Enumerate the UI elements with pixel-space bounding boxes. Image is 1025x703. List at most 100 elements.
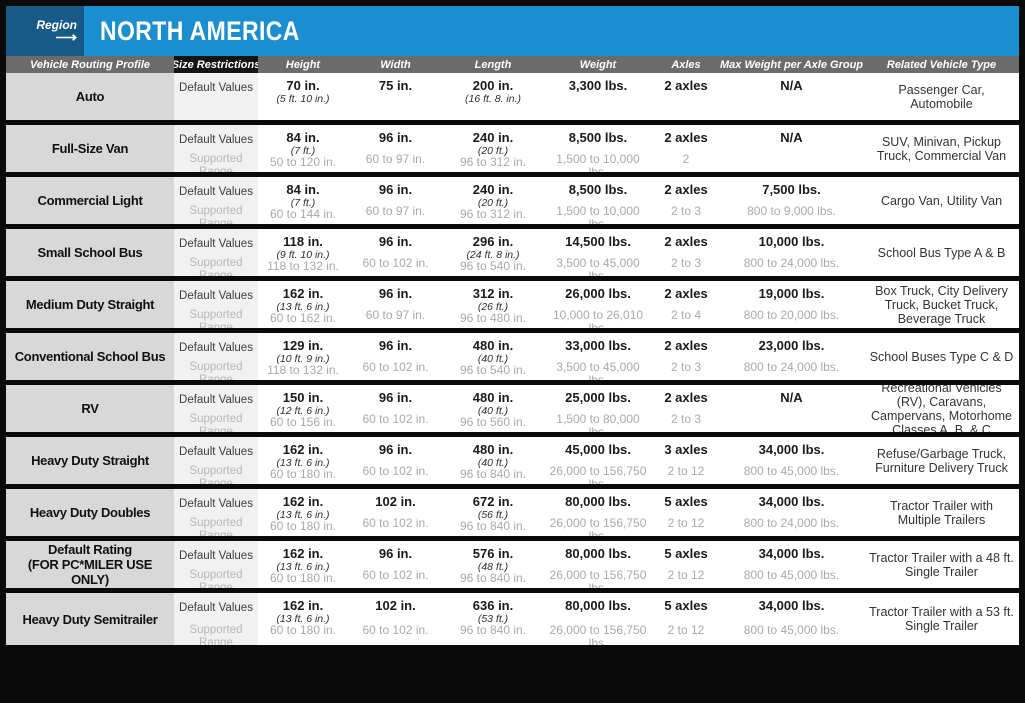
- cell-axles: 2 axles 2 to 3: [653, 385, 719, 432]
- default-height: 118 in. (9 ft. 10 in.): [258, 229, 348, 262]
- default-weight-value: 33,000 lbs.: [565, 338, 631, 353]
- col-header-length: Length: [474, 58, 512, 71]
- default-height-value: 162 in.: [282, 442, 324, 457]
- default-axles-value: 5 axles: [664, 546, 708, 561]
- profile-name: Heavy Duty Straight: [31, 453, 149, 468]
- related-vehicle-type: School Bus Type A & B: [877, 245, 1006, 260]
- profile-name: Default Rating: [48, 542, 132, 557]
- cell-length: 672 in. (56 ft.) 96 to 840 in.: [443, 489, 543, 536]
- cell-width: 96 in. 60 to 97 in.: [348, 177, 443, 224]
- cell-axles: 2 axles 2 to 3: [653, 177, 719, 224]
- col-header-related-vehicle-type: Related Vehicle Type: [886, 58, 997, 71]
- size-restrictions-cell: Default Values Supported Range: [174, 437, 258, 484]
- default-height: 129 in. (10 ft. 9 in.): [258, 333, 348, 366]
- default-weight: 8,500 lbs.: [543, 125, 653, 153]
- supported-axles: 2 to 12: [667, 517, 705, 531]
- profile-name: RV: [81, 401, 99, 416]
- default-axles: 5 axles: [653, 541, 719, 569]
- cell-width: 96 in. 60 to 102 in.: [348, 333, 443, 380]
- supported-range-label: Supported Range: [189, 153, 243, 172]
- default-values-label: Default Values: [179, 290, 253, 302]
- default-length-value: 636 in.: [472, 598, 514, 613]
- table-row: Heavy Duty Semitrailer Default Values Supp…: [6, 593, 1019, 645]
- supported-weight: 10,000 to 26,010 lbs.: [552, 309, 644, 328]
- supported-range-label: Supported Range: [189, 624, 243, 645]
- default-length: 576 in. (48 ft.): [443, 541, 543, 574]
- cell-length: 576 in. (48 ft.) 96 to 840 in.: [443, 541, 543, 588]
- table-row: Heavy Duty Doubles Default Values Supporte…: [6, 489, 1019, 541]
- default-length-value: 480 in.: [472, 442, 514, 457]
- cell-length: 296 in. (24 ft. 8 in.) 96 to 540 in.: [443, 229, 543, 276]
- table-body: Auto Default Values 70 in. (5 ft. 10 in.) 75…: [6, 73, 1019, 645]
- default-height-note: (13 ft. 6 in.): [276, 301, 330, 313]
- default-max-axle-weight-value: 23,000 lbs.: [758, 338, 825, 353]
- supported-height: 60 to 162 in.: [269, 312, 337, 325]
- default-height: 162 in. (13 ft. 6 in.): [258, 489, 348, 522]
- related-vehicle-type: Box Truck, City Delivery Truck, Bucket T…: [875, 283, 1008, 326]
- related-vehicle-type-cell: Refuse/Garbage Truck, Furniture Delivery…: [864, 437, 1019, 484]
- default-max-axle-weight-value: 19,000 lbs.: [758, 286, 825, 301]
- supported-axles: 2 to 12: [667, 624, 705, 637]
- cell-max-axle-weight: 34,000 lbs. 800 to 45,000 lbs.: [719, 593, 864, 645]
- col-header-axles: Axles: [671, 58, 701, 71]
- default-height-note: (5 ft. 10 in.): [276, 93, 330, 105]
- default-height-note: (10 ft. 9 in.): [276, 353, 330, 365]
- default-length-note: (53 ft.): [477, 613, 509, 625]
- cell-height: 118 in. (9 ft. 10 in.) 118 to 132 in.: [258, 229, 348, 276]
- related-vehicle-type: Tractor Trailer with Multiple Trailers: [889, 498, 994, 527]
- supported-max-axle-weight: [719, 101, 864, 120]
- related-vehicle-type: School Buses Type C & D: [869, 349, 1014, 364]
- supported-length: 96 to 312 in.: [459, 208, 527, 221]
- cell-max-axle-weight: 34,000 lbs. 800 to 45,000 lbs.: [719, 437, 864, 484]
- default-max-axle-weight-value: 7,500 lbs.: [762, 182, 821, 197]
- region-title-box: NORTH AMERICA: [84, 6, 1019, 56]
- default-weight-value: 25,000 lbs.: [565, 390, 631, 405]
- supported-axles: 2 to 3: [670, 413, 702, 427]
- col-header-size-restrictions: Size Restrictions: [174, 56, 258, 73]
- default-height: 150 in. (12 ft. 6 in.): [258, 385, 348, 418]
- right-arrow-icon: ⟶: [55, 29, 77, 46]
- cell-length: 480 in. (40 ft.) 96 to 540 in.: [443, 333, 543, 380]
- cell-height: 84 in. (7 ft.) 50 to 120 in.: [258, 125, 348, 172]
- table-row: Heavy Duty Straight Default Values Support…: [6, 437, 1019, 489]
- default-axles-value: 2 axles: [664, 130, 708, 145]
- default-weight-value: 8,500 lbs.: [568, 130, 628, 145]
- supported-range-label: Supported Range: [189, 257, 243, 276]
- cell-max-axle-weight: N/A: [719, 73, 864, 120]
- default-max-axle-weight: N/A: [719, 73, 864, 101]
- profile-cell: Heavy Duty Straight: [6, 437, 174, 484]
- default-width-value: 102 in.: [375, 598, 416, 613]
- default-height-value: 84 in.: [286, 182, 320, 197]
- default-width: 102 in.: [348, 489, 443, 517]
- default-max-axle-weight: 34,000 lbs.: [719, 593, 864, 624]
- default-height-note: (13 ft. 6 in.): [276, 561, 330, 573]
- default-weight-value: 80,000 lbs.: [565, 598, 631, 613]
- default-length-value: 576 in.: [472, 546, 514, 561]
- cell-height: 162 in. (13 ft. 6 in.) 60 to 180 in.: [258, 541, 348, 588]
- supported-range-label: [174, 101, 258, 120]
- default-width-value: 96 in.: [378, 234, 413, 249]
- default-axles: 2 axles: [653, 229, 719, 257]
- header-band: Region ⟶ NORTH AMERICA: [6, 6, 1019, 56]
- profile-name: Medium Duty Straight: [25, 297, 155, 312]
- default-values-label: Default Values: [179, 342, 253, 354]
- cell-length: 480 in. (40 ft.) 96 to 840 in.: [443, 437, 543, 484]
- default-max-axle-weight-value: 34,000 lbs.: [758, 546, 825, 561]
- size-restrictions-cell: Default Values Supported Range: [174, 333, 258, 380]
- profile-cell: Small School Bus: [6, 229, 174, 276]
- cell-height: 84 in. (7 ft.) 60 to 144 in.: [258, 177, 348, 224]
- profile-name: Small School Bus: [37, 245, 143, 260]
- supported-max-axle-weight: 800 to 9,000 lbs.: [747, 205, 836, 219]
- default-axles: 2 axles: [653, 333, 719, 361]
- default-width: 96 in.: [348, 281, 443, 309]
- default-height-value: 162 in.: [282, 494, 324, 509]
- cell-weight: 26,000 lbs. 10,000 to 26,010 lbs.: [543, 281, 653, 329]
- cell-height: 162 in. (13 ft. 6 in.) 60 to 180 in.: [258, 593, 348, 645]
- default-values-label: Default Values: [179, 186, 253, 198]
- default-weight-value: 80,000 lbs.: [565, 546, 631, 561]
- supported-weight: 1,500 to 10,000 lbs.: [556, 205, 640, 224]
- profile-cell: Heavy Duty Semitrailer: [6, 593, 174, 645]
- default-max-axle-weight: 34,000 lbs.: [719, 541, 864, 569]
- default-width: 96 in.: [348, 229, 443, 257]
- default-length-note: (16 ft. 8. in.): [464, 93, 522, 105]
